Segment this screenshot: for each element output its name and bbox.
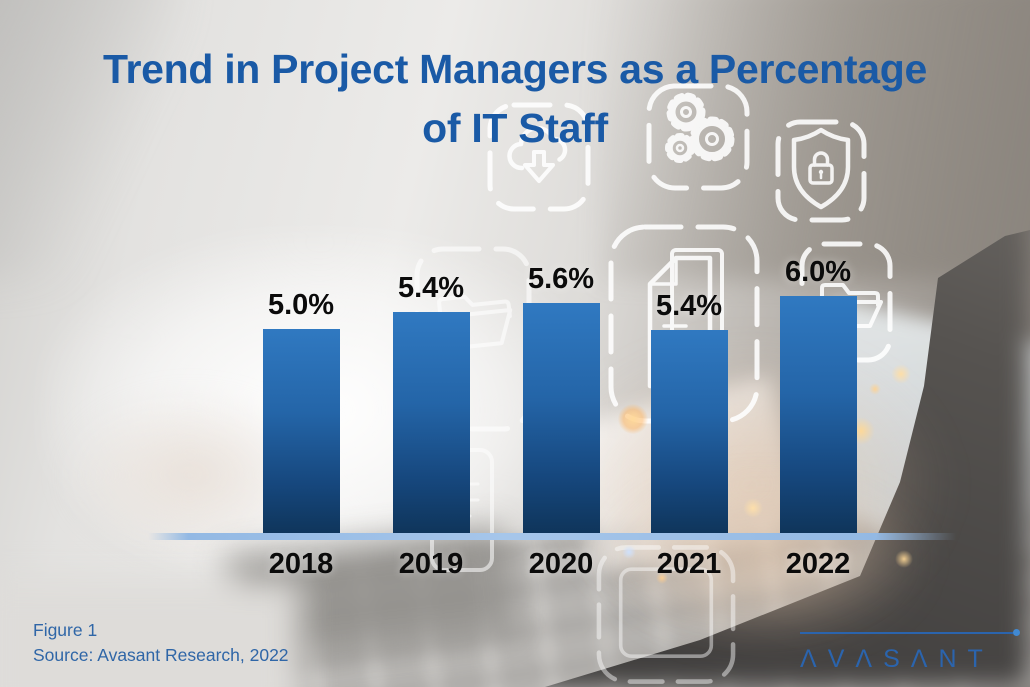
x-axis-line [148,533,956,540]
source-note: Source: Avasant Research, 2022 [33,645,289,665]
glow-dot [891,364,911,384]
footer: Figure 1 Source: Avasant Research, 2022 [33,618,289,668]
chart-title-line1: Trend in Project Managers as a Percentag… [103,46,927,92]
category-label-2020: 2020 [528,548,594,580]
shield-lock-icon [775,119,867,223]
logo-accent-dot [1013,629,1020,636]
cloud-download-icon [487,102,591,212]
glow-dot [869,383,881,395]
logo-rule-line [800,632,1013,634]
figure-label: Figure 1 [33,620,98,640]
glow-dot [895,550,913,568]
value-label-2021: 5.4% [655,290,723,322]
category-label-2018: 2018 [268,548,334,580]
glow-dot [622,545,636,559]
value-label-2018: 5.0% [267,289,335,321]
bar-2018 [262,329,340,539]
category-label-2022: 2022 [785,548,851,580]
value-label-2019: 5.4% [397,272,465,304]
glow-dot [656,572,668,584]
glow-dot [618,404,648,434]
background-bottom-left-light [0,580,300,687]
value-label-2022: 6.0% [784,256,852,288]
category-label-2019: 2019 [398,548,464,580]
bar-2019 [392,312,470,539]
glow-dot [743,498,763,518]
bar-2022 [779,296,857,539]
category-label-2021: 2021 [656,548,722,580]
logo-wordmark: ΛVΛSΛNT [800,645,994,673]
value-label-2020: 5.6% [527,263,595,295]
device-icon [596,545,736,684]
bar-2020 [522,303,600,539]
gears-icon [646,83,750,191]
bar-2021 [650,330,728,539]
chart-title: Trend in Project Managers as a Percentag… [0,40,1030,158]
chart-title-line2: of IT Staff [422,105,608,151]
